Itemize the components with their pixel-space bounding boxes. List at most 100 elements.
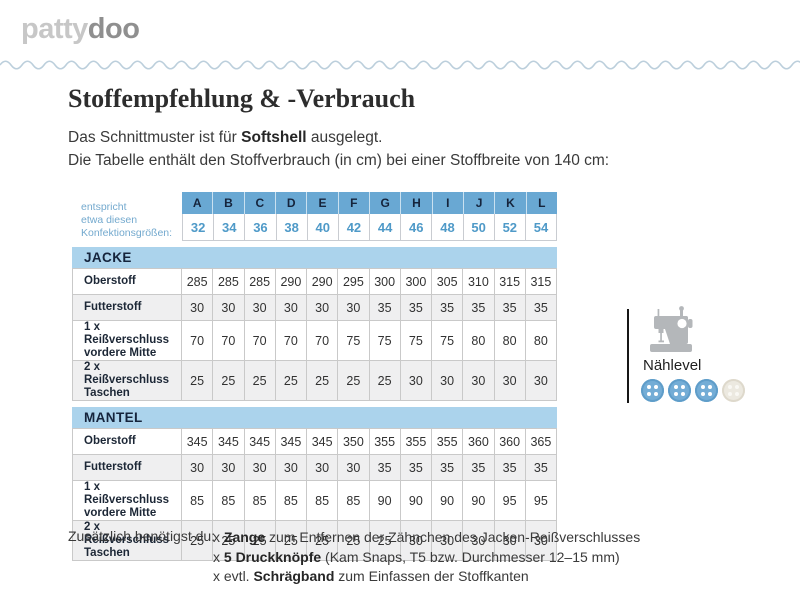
intro-line1-suffix: ausgelegt.	[306, 129, 383, 146]
value-cell: 75	[432, 321, 464, 360]
value-cell: 85	[307, 481, 339, 520]
page-title: Stoffempfehlung & -Verbrauch	[68, 84, 416, 113]
value-cell: 30	[338, 455, 370, 480]
value-cell: 345	[276, 429, 307, 454]
footer-item: x Zange zum Entfernen der Zähnchen des J…	[213, 529, 641, 545]
value-cell: 85	[213, 481, 245, 520]
level-button-icon	[722, 379, 745, 402]
row-values: 30 30 30 30 30 30 35 35 35 35 35 35	[182, 455, 557, 480]
value-cell: 30	[307, 295, 339, 320]
value-cell: 30	[307, 455, 339, 480]
size-note-line: Konfektionsgrößen:	[81, 227, 173, 239]
value-cell: 30	[495, 521, 526, 560]
value-cell: 85	[245, 481, 276, 520]
value-cell: 30	[276, 455, 307, 480]
sewing-machine-icon	[650, 306, 693, 352]
value-cell: 305	[432, 269, 464, 294]
value-cell: 95	[526, 481, 557, 520]
row-label: 1 x Reißverschluss vordere Mitte	[72, 321, 182, 360]
value-cell: 75	[370, 321, 401, 360]
value-cell: 345	[213, 429, 245, 454]
section-header-mantel: MANTEL	[72, 407, 557, 428]
value-cell: 365	[526, 429, 557, 454]
size-letter-cell: B	[213, 192, 245, 214]
value-cell: 355	[432, 429, 464, 454]
value-cell: 30	[526, 521, 557, 560]
value-cell: 30	[182, 455, 214, 480]
value-cell: 30	[495, 361, 526, 400]
row-label: Oberstoff	[72, 429, 182, 454]
value-cell: 285	[213, 269, 245, 294]
size-note-line: etwa diesen	[81, 214, 138, 226]
value-cell: 25	[307, 521, 339, 560]
value-cell: 35	[370, 455, 401, 480]
value-cell: 25	[307, 361, 339, 400]
value-cell: 345	[182, 429, 214, 454]
value-cell: 30	[401, 521, 432, 560]
value-cell: 30	[245, 455, 276, 480]
wave-divider-icon	[0, 60, 800, 70]
row-values: 285 285 285 290 290 295 300 300 305 310 315 315	[182, 269, 557, 294]
value-cell: 80	[495, 321, 526, 360]
section-rows-mantel: Oberstoff 345 345 345 345 345 350 355 355 355 360…	[72, 428, 557, 561]
naehlevel-rating	[641, 379, 745, 402]
brand-logo: pattydoo	[21, 13, 140, 46]
size-number-cell: 32	[183, 214, 215, 240]
size-number-cell: 54	[533, 219, 549, 235]
value-cell: 30	[463, 521, 495, 560]
value-cell: 25	[213, 521, 245, 560]
value-cell: 35	[432, 295, 464, 320]
value-cell: 35	[526, 295, 557, 320]
value-cell: 35	[432, 455, 464, 480]
vertical-divider	[627, 309, 629, 403]
value-cell: 35	[401, 455, 432, 480]
table-row: Futterstoff 30 30 30 30 30 30 35 35 35 35 35 35	[72, 455, 557, 481]
size-number-cell: 36	[245, 214, 277, 240]
table-row: Futterstoff 30 30 30 30 30 30 35 35 35 35 35 35	[72, 295, 557, 321]
value-cell: 25	[182, 521, 214, 560]
value-cell: 350	[338, 429, 370, 454]
value-cell: 95	[495, 481, 526, 520]
value-cell: 30	[338, 295, 370, 320]
value-cell: 30	[401, 361, 432, 400]
footer-intro: Zusätzlich benötigst du:	[68, 528, 216, 544]
value-cell: 300	[401, 269, 432, 294]
intro-line1-bold: Softshell	[241, 129, 307, 146]
row-values: 25 25 25 25 25 25 25 30 30 30 30 30	[182, 521, 557, 560]
level-button-icon	[668, 379, 691, 402]
value-cell: 90	[401, 481, 432, 520]
table-row: Oberstoff 285 285 285 290 290 295 300 300 305 310…	[72, 269, 557, 295]
size-number-cell: 42	[339, 214, 371, 240]
size-letter-cell: H	[401, 192, 433, 214]
value-cell: 70	[276, 321, 307, 360]
footer-item: x evtl. Schrägband zum Einfassen der Sto…	[213, 568, 529, 584]
value-cell: 25	[182, 361, 214, 400]
value-cell: 30	[432, 361, 464, 400]
row-label: 1 x Reißverschluss vordere Mitte	[72, 481, 182, 520]
size-note-line: entspricht	[81, 201, 127, 213]
table-row: 1 x Reißverschluss vordere Mitte 85 85 85 85…	[72, 481, 557, 521]
size-letter-cell: A	[182, 192, 214, 214]
size-number-cell: 52	[495, 214, 526, 240]
value-cell: 310	[463, 269, 495, 294]
value-cell: 25	[213, 361, 245, 400]
size-letter-cell: C	[245, 192, 276, 214]
size-number-cell: 34	[214, 214, 246, 240]
row-label: 2 x Reißverschluss Taschen	[72, 521, 182, 560]
value-cell: 25	[338, 361, 370, 400]
value-cell: 25	[245, 521, 276, 560]
section-rows-jacke: Oberstoff 285 285 285 290 290 295 300 300 305 310…	[72, 268, 557, 401]
value-cell: 30	[213, 295, 245, 320]
section-header-jacke: JACKE	[72, 247, 557, 268]
value-cell: 355	[401, 429, 432, 454]
value-cell: 90	[463, 481, 495, 520]
section-mantel: MANTEL Oberstoff 345 345 345 345 345 350 355 35…	[72, 407, 557, 561]
value-cell: 25	[276, 521, 307, 560]
value-cell: 355	[370, 429, 401, 454]
value-cell: 25	[245, 361, 276, 400]
value-cell: 85	[182, 481, 214, 520]
value-cell: 30	[245, 295, 276, 320]
value-cell: 85	[338, 481, 370, 520]
